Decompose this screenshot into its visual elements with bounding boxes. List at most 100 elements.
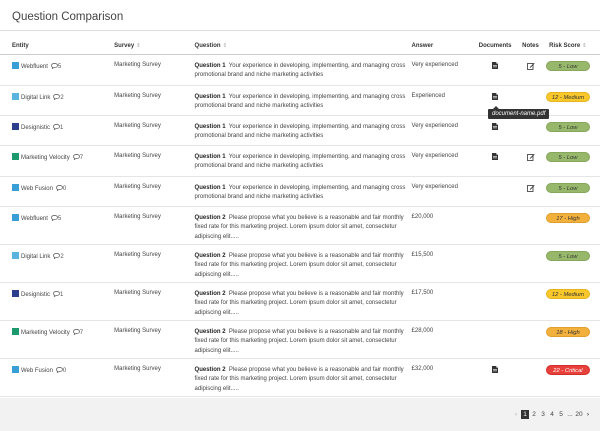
question-label: Question 1 [194,93,226,100]
edit-note-icon[interactable] [526,184,535,194]
entity-color-swatch [12,289,19,297]
documents-cell [475,54,516,86]
question-cell: Question 1 Your experience in developing… [194,176,412,207]
document-tooltip: document-name.pdf [488,106,550,119]
table-row[interactable]: Marketing Velocity 7 Marketing Survey Quest… [0,145,600,177]
page-link[interactable]: 20 [575,411,583,418]
documents-cell [475,244,516,283]
page-link[interactable]: 3 [541,411,545,418]
question-cell: Question 1 Your experience in developing… [194,115,412,146]
entity-name[interactable]: Designistic [21,124,51,131]
entity-cell: Digital Link 2 [0,85,115,116]
entity-name[interactable]: Digital Link [21,94,51,101]
survey-cell: Marketing Survey [114,206,195,245]
column-header-answer: Answer [411,38,476,55]
edit-note-icon[interactable] [526,153,535,163]
table-row[interactable]: Designistic 1 Marketing Survey Question 1 Y… [0,115,600,146]
entity-name[interactable]: Digital Link [21,253,51,260]
documents-cell [475,176,516,207]
answer-cell: Very experienced [411,115,476,146]
entity-color-swatch [12,61,19,69]
table-row[interactable]: Webfluent 5 Marketing Survey Question 2 Ple… [0,206,600,245]
question-label: Question 2 [194,366,226,373]
entity-name[interactable]: Designistic [21,291,51,298]
document-icon[interactable] [492,152,499,162]
question-comparison-panel: Question Comparison Entity Survey ⇕ Quest… [0,0,600,398]
column-header-survey[interactable]: Survey ⇕ [114,38,195,55]
document-icon[interactable] [492,61,499,71]
comment-icon [53,123,60,131]
comment-count[interactable]: 0 [56,366,66,374]
comment-count[interactable]: 5 [51,214,61,222]
table-row[interactable]: Web Fusion 0 Marketing Survey Question 2 Pl… [0,358,600,397]
comment-count[interactable]: 7 [72,328,83,336]
page-link[interactable]: 5 [559,411,563,418]
comment-count[interactable]: 0 [56,184,66,192]
table-row[interactable]: Webfluent 5 Marketing Survey Question 1 You… [0,54,600,86]
entity-name[interactable]: Web Fusion [21,367,53,374]
sort-icon[interactable]: ⇕ [582,42,587,49]
comment-count[interactable]: 5 [51,62,61,70]
question-cell: Question 2 Please propose what you belie… [194,244,412,283]
entity-cell: Designistic 1 [0,282,115,321]
answer-cell: £17,500 [411,282,476,321]
comment-icon [56,366,63,374]
sort-icon[interactable]: ⇕ [136,42,141,49]
survey-cell: Marketing Survey [114,54,195,86]
comment-count[interactable]: 1 [53,290,63,298]
table-row[interactable]: Marketing Velocity 7 Marketing Survey Quest… [0,320,600,359]
notes-cell [515,115,546,146]
document-icon[interactable] [492,92,499,102]
comment-icon [53,93,61,101]
entity-name[interactable]: Webfluent [21,215,48,222]
question-text: Please propose what you believe is a rea… [194,290,404,316]
previous-page-icon[interactable]: ‹ [514,411,518,418]
page-link[interactable]: 4 [550,411,554,418]
entity-name[interactable]: Marketing Velocity [21,329,70,336]
document-icon[interactable] [492,122,499,132]
entity-cell: Designistic 1 [0,115,115,146]
table-row[interactable]: Digital Link 2 Marketing Survey Question 1 … [0,85,600,116]
question-text: Please propose what you believe is a rea… [194,366,404,392]
entity-color-swatch [12,122,19,130]
edit-note-icon[interactable] [526,62,535,72]
column-header-notes: Notes [515,38,546,55]
comment-count[interactable]: 1 [53,123,63,131]
survey-cell: Marketing Survey [114,358,195,397]
document-icon[interactable] [492,365,499,375]
entity-color-swatch [12,152,19,160]
survey-cell: Marketing Survey [114,85,195,116]
risk-cell: 22 - Critical [545,358,600,397]
comment-count[interactable]: 2 [53,252,64,260]
page-link[interactable]: 2 [532,411,536,418]
survey-cell: Marketing Survey [114,244,195,283]
comment-count[interactable]: 2 [53,93,64,101]
question-text: Please propose what you believe is a rea… [194,214,404,240]
comment-icon [72,328,80,336]
question-cell: Question 2 Please propose what you belie… [194,358,412,397]
question-text: Your experience in developing, implement… [194,153,406,170]
entity-name[interactable]: Webfluent [21,63,48,70]
answer-cell: Very experienced [411,176,476,207]
question-cell: Question 1 Your experience in developing… [194,145,412,177]
risk-score-badge: 22 - Critical [545,364,590,375]
risk-cell: 5 - Low [545,115,600,146]
table-row[interactable]: Web Fusion 0 Marketing Survey Question 1 Yo… [0,176,600,207]
table-row[interactable]: Digital Link 2 Marketing Survey Question 2 … [0,244,600,283]
notes-cell [515,206,546,245]
comment-count[interactable]: 7 [72,153,83,161]
entity-name[interactable]: Marketing Velocity [21,154,70,161]
question-text: Your experience in developing, implement… [194,184,406,201]
sort-icon[interactable]: ⇕ [222,42,228,49]
next-page-icon[interactable]: › [586,411,590,418]
column-header-question[interactable]: Question ⇕ [194,38,412,55]
question-label: Question 1 [194,184,226,191]
column-header-risk-score[interactable]: Risk Score ⇕ [545,38,600,55]
risk-cell: 5 - Low [545,244,600,283]
entity-cell: Marketing Velocity 7 [0,145,115,177]
table-row[interactable]: Designistic 1 Marketing Survey Question 2 P… [0,282,600,321]
page-link[interactable]: 1 [521,410,529,419]
comment-icon [51,62,58,70]
documents-cell [475,320,516,359]
entity-name[interactable]: Web Fusion [21,185,53,192]
